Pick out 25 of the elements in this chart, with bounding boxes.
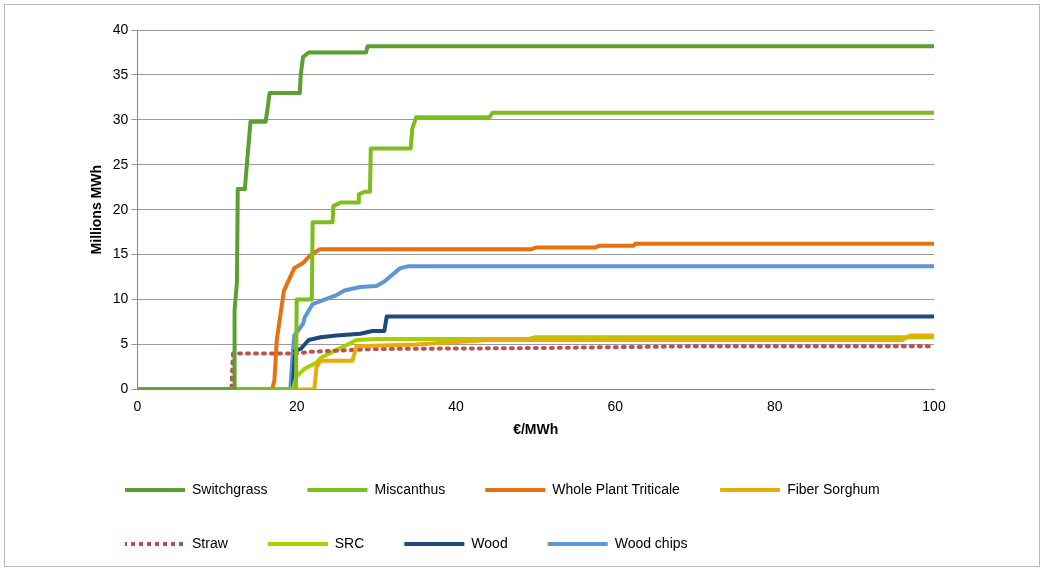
y-tick-label: 20	[112, 200, 129, 217]
y-tick-label: 5	[120, 335, 129, 352]
legend-label: Miscanthus	[374, 480, 446, 497]
y-tick-label: 15	[112, 245, 129, 262]
x-axis-title: €/MWh	[513, 421, 559, 438]
x-tick-label: 20	[288, 397, 305, 414]
y-axis-title: Millions MWh	[88, 164, 105, 255]
legend-label: Switchgrass	[192, 480, 268, 497]
y-tick-label: 35	[112, 65, 129, 82]
y-tick-label: 30	[112, 110, 129, 127]
legend-label: Wood chips	[614, 534, 688, 551]
y-tick-label: 25	[112, 155, 129, 172]
legend-label: Straw	[192, 534, 229, 551]
y-tick-label: 40	[112, 20, 129, 37]
x-tick-label: 80	[766, 397, 783, 414]
x-tick-label: 60	[607, 397, 624, 414]
legend-label: Whole Plant Triticale	[552, 480, 681, 497]
legend-label: Fiber Sorghum	[787, 480, 880, 497]
legend-label: SRC	[334, 534, 365, 551]
y-tick-label: 0	[120, 380, 129, 397]
x-tick-label: 40	[448, 397, 465, 414]
legend-label: Wood	[471, 534, 508, 551]
y-tick-label: 10	[112, 290, 129, 307]
x-tick-label: 100	[922, 397, 946, 414]
x-tick-label: 0	[133, 397, 142, 414]
